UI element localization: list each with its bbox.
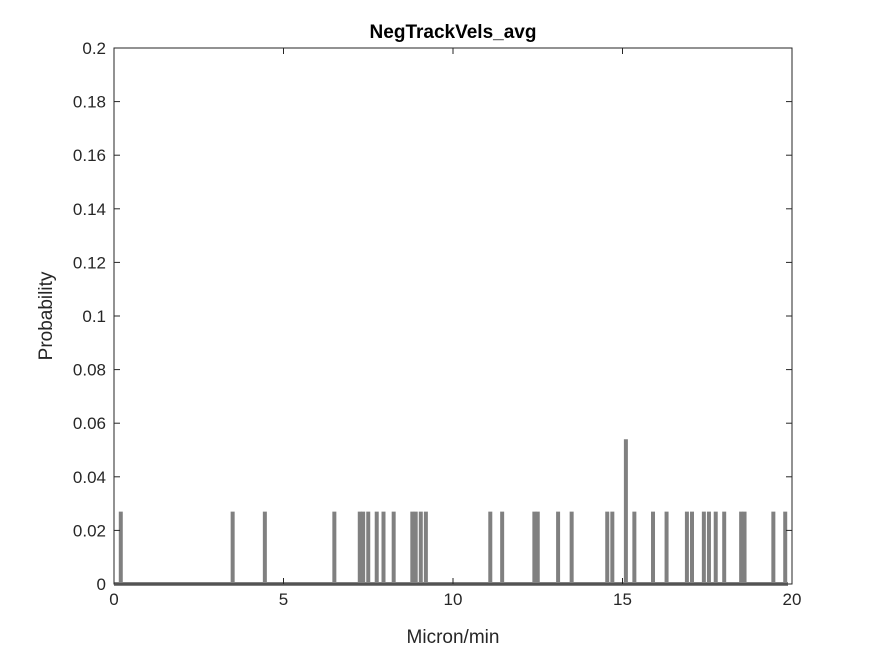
y-tick-label: 0.08 [73, 361, 106, 380]
y-tick-label: 0 [97, 575, 106, 594]
x-tick-label: 20 [783, 590, 802, 609]
plot-background [114, 48, 792, 584]
y-tick-label: 0.2 [82, 39, 106, 58]
x-tick-label: 5 [279, 590, 288, 609]
y-tick-label: 0.04 [73, 468, 106, 487]
plot-area [113, 47, 793, 586]
y-tick-label: 0.14 [73, 200, 106, 219]
y-axis-label: Probability [36, 271, 57, 360]
y-tick-label: 0.18 [73, 93, 106, 112]
y-tick-label: 0.16 [73, 146, 106, 165]
x-tick-label: 0 [109, 590, 118, 609]
chart-title: NegTrackVels_avg [370, 22, 537, 43]
x-tick-label: 10 [444, 590, 463, 609]
y-tick-label: 0.12 [73, 253, 106, 272]
y-tick-label: 0.1 [82, 307, 106, 326]
y-tick-label: 0.02 [73, 521, 106, 540]
x-axis: 0 5 10 15 20 [109, 48, 801, 609]
y-tick-label: 0.06 [73, 414, 106, 433]
x-tick-label: 15 [613, 590, 632, 609]
x-axis-label: Micron/min [407, 627, 500, 648]
y-axis: 0 0.02 0.04 0.06 0.08 0.1 0.12 0.14 0.16 0.18 0.2 [73, 39, 792, 594]
series-layer [114, 439, 788, 586]
